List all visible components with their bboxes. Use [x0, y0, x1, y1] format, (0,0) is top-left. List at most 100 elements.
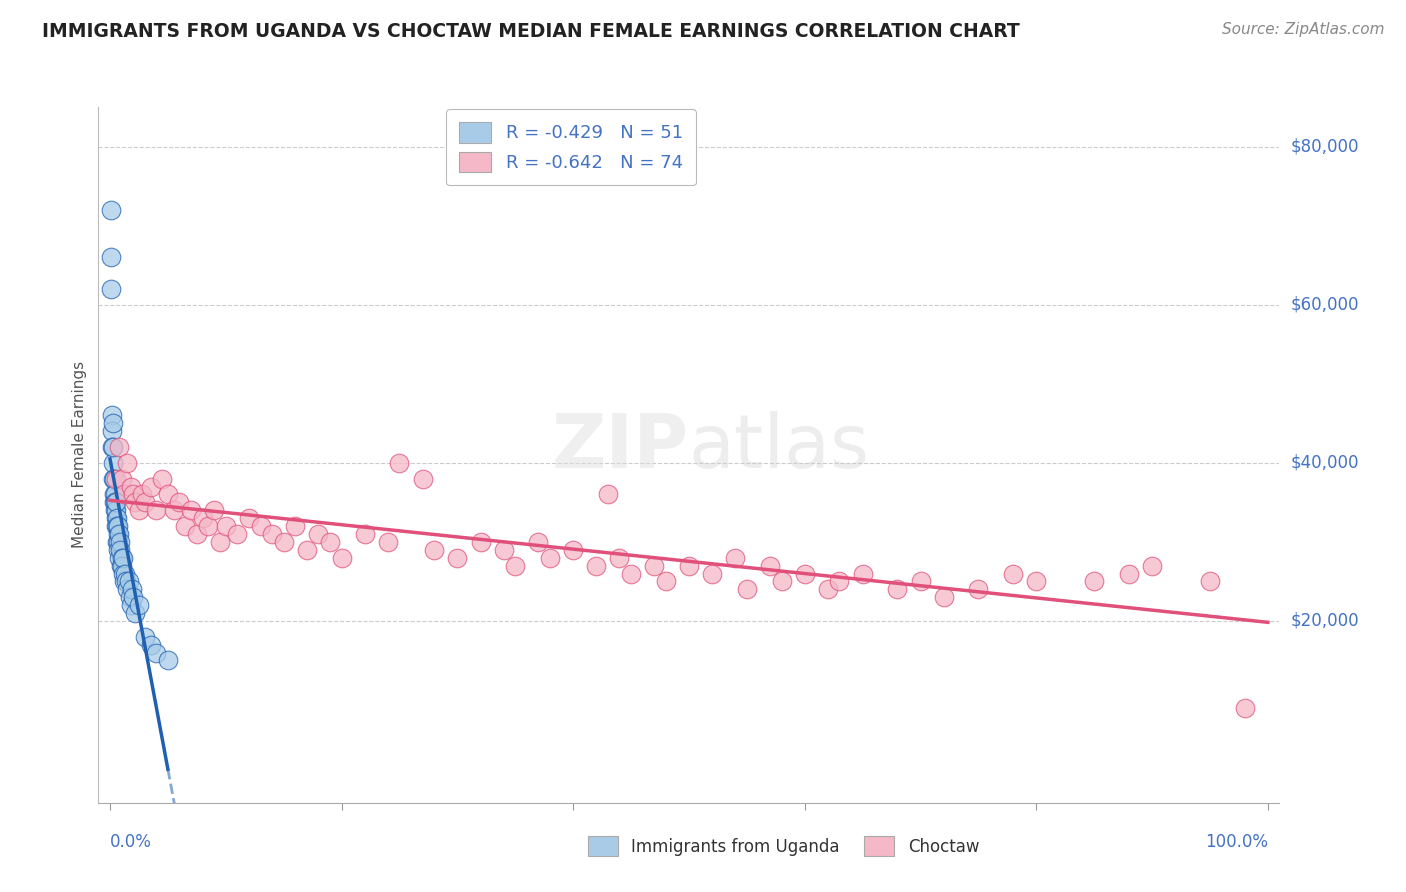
Point [108, 440, 131, 454]
Point [377, 535, 399, 549]
Point [107, 527, 129, 541]
Text: 0.0%: 0.0% [110, 833, 152, 851]
Point [284, 519, 307, 533]
Point [118, 591, 141, 605]
Point [110, 472, 132, 486]
Point [202, 503, 225, 517]
Point [724, 550, 747, 565]
Point [735, 582, 758, 597]
Point [1199, 574, 1222, 589]
Point [215, 519, 238, 533]
Point [100, 409, 122, 423]
Text: $20,000: $20,000 [1291, 612, 1360, 630]
Point [643, 558, 665, 573]
Point [1233, 701, 1256, 715]
Point [353, 527, 375, 541]
Point [108, 535, 131, 549]
Point [104, 503, 127, 517]
Point [180, 503, 202, 517]
Point [134, 630, 156, 644]
Point [700, 566, 723, 581]
Point [120, 598, 142, 612]
Point [115, 574, 138, 589]
Point [105, 535, 128, 549]
Point [112, 550, 135, 565]
Point [423, 542, 446, 557]
Point [101, 456, 124, 470]
Point [105, 511, 128, 525]
Point [156, 653, 179, 667]
Point [759, 558, 782, 573]
Point [156, 487, 179, 501]
Point [100, 202, 122, 217]
Point [128, 598, 150, 612]
Point [103, 440, 125, 454]
Point [527, 535, 550, 549]
Text: $80,000: $80,000 [1291, 137, 1360, 155]
Point [330, 550, 353, 565]
Point [319, 535, 342, 549]
Point [817, 582, 839, 597]
Point [1118, 566, 1140, 581]
Point [104, 472, 127, 486]
Point [191, 511, 214, 525]
Point [122, 487, 145, 501]
Point [120, 479, 142, 493]
Point [1083, 574, 1105, 589]
Text: atlas: atlas [689, 410, 870, 483]
Point [103, 495, 125, 509]
Point [169, 495, 191, 509]
Point [1025, 574, 1047, 589]
Point [295, 542, 318, 557]
Point [107, 542, 129, 557]
Point [150, 472, 173, 486]
Point [562, 542, 585, 557]
Text: $40,000: $40,000 [1291, 454, 1360, 472]
Point [163, 503, 186, 517]
Point [208, 535, 231, 549]
Point [538, 550, 561, 565]
Point [101, 417, 124, 431]
Point [609, 550, 631, 565]
Point [139, 638, 162, 652]
Point [124, 495, 146, 509]
Point [793, 566, 815, 581]
Point [100, 282, 122, 296]
Legend: Immigrants from Uganda, Choctaw: Immigrants from Uganda, Choctaw [579, 828, 987, 864]
Point [655, 574, 678, 589]
Point [103, 472, 125, 486]
Point [107, 535, 129, 549]
Point [104, 511, 127, 525]
Point [446, 550, 468, 565]
Point [492, 542, 515, 557]
Point [110, 542, 132, 557]
Point [910, 574, 932, 589]
Text: $60,000: $60,000 [1291, 296, 1360, 314]
Point [139, 479, 162, 493]
Point [107, 527, 129, 541]
Point [226, 527, 249, 541]
Point [121, 582, 143, 597]
Point [105, 519, 128, 533]
Text: Source: ZipAtlas.com: Source: ZipAtlas.com [1222, 22, 1385, 37]
Point [1140, 558, 1163, 573]
Point [128, 503, 150, 517]
Point [620, 566, 643, 581]
Point [145, 646, 167, 660]
Point [103, 472, 125, 486]
Point [886, 582, 908, 597]
Point [111, 558, 134, 573]
Point [596, 487, 619, 501]
Point [503, 558, 526, 573]
Point [249, 519, 271, 533]
Point [100, 250, 122, 264]
Point [828, 574, 851, 589]
Point [122, 591, 145, 605]
Point [238, 511, 260, 525]
Point [105, 519, 128, 533]
Point [134, 495, 156, 509]
Point [388, 456, 411, 470]
Point [117, 456, 139, 470]
Point [124, 606, 146, 620]
Point [105, 495, 128, 509]
